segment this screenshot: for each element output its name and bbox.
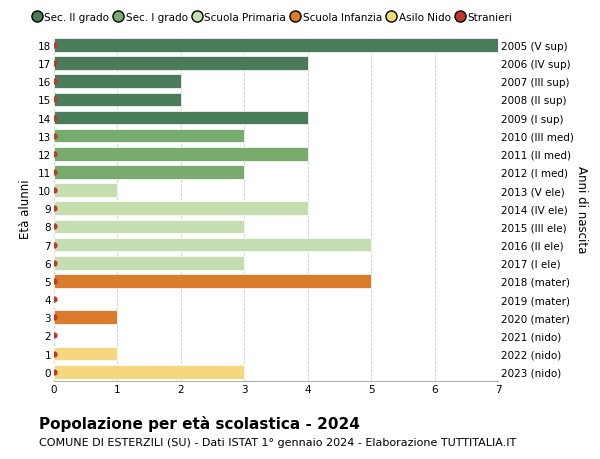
Text: Popolazione per età scolastica - 2024: Popolazione per età scolastica - 2024: [39, 415, 360, 431]
Bar: [54, 274, 371, 288]
Bar: [54, 39, 498, 53]
Legend: Sec. II grado, Sec. I grado, Scuola Primaria, Scuola Infanzia, Asilo Nido, Stran: Sec. II grado, Sec. I grado, Scuola Prim…: [32, 13, 512, 22]
Bar: [54, 93, 181, 107]
Bar: [54, 202, 308, 216]
Bar: [54, 129, 244, 143]
Bar: [54, 238, 371, 252]
Bar: [54, 220, 244, 234]
Bar: [54, 311, 118, 325]
Bar: [54, 166, 244, 179]
Bar: [54, 184, 118, 197]
Bar: [54, 57, 308, 71]
Text: COMUNE DI ESTERZILI (SU) - Dati ISTAT 1° gennaio 2024 - Elaborazione TUTTITALIA.: COMUNE DI ESTERZILI (SU) - Dati ISTAT 1°…: [39, 437, 516, 447]
Bar: [54, 365, 244, 379]
Y-axis label: Età alunni: Età alunni: [19, 179, 32, 239]
Bar: [54, 257, 244, 270]
Bar: [54, 75, 181, 89]
Y-axis label: Anni di nascita: Anni di nascita: [575, 165, 587, 252]
Bar: [54, 148, 308, 161]
Bar: [54, 112, 308, 125]
Bar: [54, 347, 118, 361]
